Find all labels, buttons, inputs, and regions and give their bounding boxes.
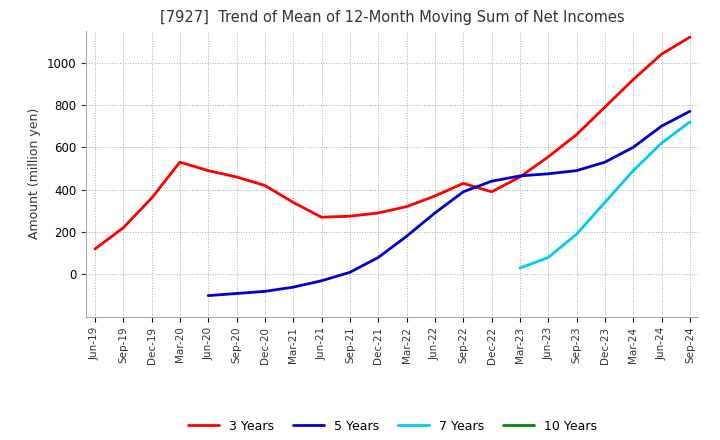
10 Years — [685, 111, 694, 116]
Line: 5 Years: 5 Years — [208, 111, 690, 296]
5 Years — [318, 278, 326, 283]
5 Years — [459, 189, 467, 194]
3 Years — [402, 204, 411, 209]
3 Years — [346, 213, 354, 219]
5 Years — [233, 291, 241, 296]
Line: 3 Years: 3 Years — [95, 37, 690, 249]
7 Years — [600, 200, 609, 205]
3 Years — [572, 132, 581, 137]
3 Years — [516, 174, 524, 180]
3 Years — [629, 77, 637, 82]
7 Years — [544, 255, 552, 260]
7 Years — [572, 231, 581, 237]
3 Years — [318, 215, 326, 220]
3 Years — [685, 34, 694, 40]
3 Years — [204, 168, 212, 173]
5 Years — [487, 179, 496, 184]
3 Years — [600, 104, 609, 110]
3 Years — [431, 194, 439, 199]
3 Years — [487, 189, 496, 194]
5 Years — [600, 160, 609, 165]
3 Years — [657, 51, 666, 57]
5 Years — [261, 289, 269, 294]
5 Years — [657, 124, 666, 129]
5 Years — [572, 168, 581, 173]
3 Years — [459, 181, 467, 186]
5 Years — [629, 145, 637, 150]
7 Years — [516, 265, 524, 271]
7 Years — [685, 119, 694, 125]
Y-axis label: Amount (million yen): Amount (million yen) — [29, 108, 42, 239]
5 Years — [544, 171, 552, 176]
3 Years — [176, 160, 184, 165]
5 Years — [204, 293, 212, 298]
3 Years — [374, 210, 382, 216]
Line: 7 Years: 7 Years — [520, 122, 690, 268]
3 Years — [91, 246, 99, 252]
5 Years — [374, 255, 382, 260]
5 Years — [431, 210, 439, 216]
5 Years — [346, 270, 354, 275]
5 Years — [516, 173, 524, 179]
5 Years — [289, 285, 297, 290]
3 Years — [289, 200, 297, 205]
7 Years — [629, 168, 637, 173]
Title: [7927]  Trend of Mean of 12-Month Moving Sum of Net Incomes: [7927] Trend of Mean of 12-Month Moving … — [160, 11, 625, 26]
7 Years — [657, 140, 666, 146]
3 Years — [148, 195, 156, 201]
5 Years — [685, 109, 694, 114]
3 Years — [119, 225, 127, 231]
3 Years — [261, 183, 269, 188]
3 Years — [233, 174, 241, 180]
5 Years — [402, 234, 411, 239]
Legend: 3 Years, 5 Years, 7 Years, 10 Years: 3 Years, 5 Years, 7 Years, 10 Years — [183, 414, 602, 437]
3 Years — [544, 154, 552, 159]
